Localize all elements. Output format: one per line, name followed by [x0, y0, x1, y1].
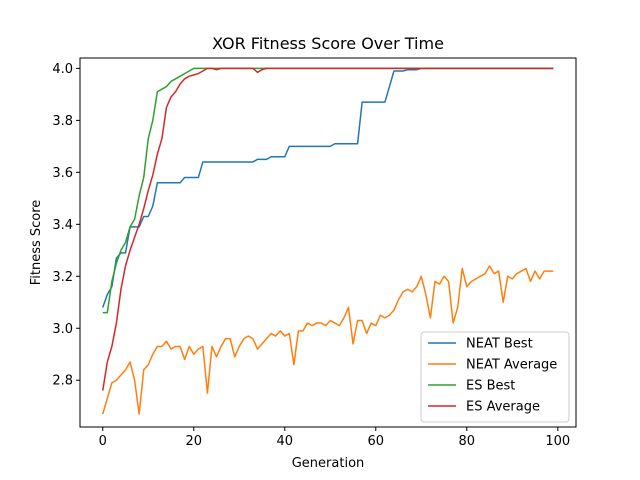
- y-tick-label: 3.4: [52, 218, 73, 233]
- x-tick-label: 40: [276, 434, 293, 449]
- x-tick-label: 0: [99, 434, 107, 449]
- y-axis-label: Fitness Score: [29, 200, 44, 286]
- y-tick-label: 3.6: [52, 166, 73, 181]
- y-tick-label: 3.8: [52, 114, 73, 129]
- chart-title: XOR Fitness Score Over Time: [212, 34, 444, 53]
- series-line-neat-average: [102, 265, 554, 415]
- plot-area-frame: [79, 57, 577, 428]
- legend-label-es-best: ES Best: [466, 379, 515, 394]
- x-axis: 0 20 40 60 80 100: [99, 427, 570, 449]
- legend: NEAT Best NEAT Average ES Best ES Average: [420, 331, 570, 423]
- legend-label-neat-average: NEAT Average: [466, 358, 557, 373]
- x-axis-label: Generation: [292, 456, 365, 471]
- y-axis: 2.8 3.0 3.2 3.4 3.6 3.8 4.0: [52, 62, 80, 389]
- x-tick-label: 100: [545, 434, 570, 449]
- series-line-es-average: [102, 67, 554, 391]
- y-tick-label: 2.8: [52, 374, 73, 389]
- x-tick-label: 60: [368, 434, 385, 449]
- legend-label-neat-best: NEAT Best: [466, 337, 533, 352]
- x-tick-label: 80: [459, 434, 476, 449]
- y-tick-label: 4.0: [52, 62, 73, 77]
- legend-label-es-average: ES Average: [466, 400, 540, 415]
- y-tick-label: 3.0: [52, 322, 73, 337]
- x-tick-label: 20: [185, 434, 202, 449]
- series-line-es-best: [102, 67, 554, 314]
- legend-box: [420, 331, 570, 423]
- series-layer: [102, 67, 554, 415]
- y-tick-label: 3.2: [52, 270, 73, 285]
